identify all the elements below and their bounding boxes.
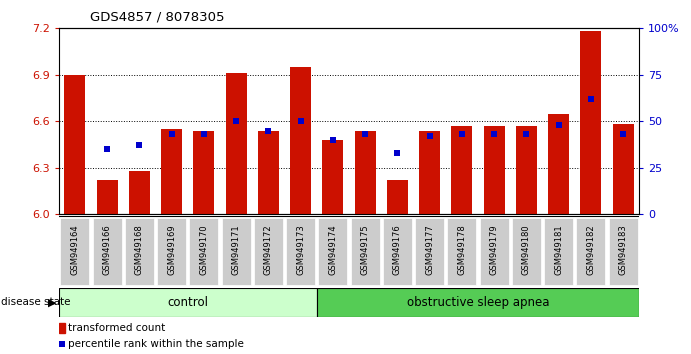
- Text: GSM949175: GSM949175: [361, 224, 370, 275]
- Bar: [129, 171, 150, 214]
- FancyBboxPatch shape: [383, 218, 412, 285]
- Text: GSM949181: GSM949181: [554, 224, 563, 275]
- Bar: [316, 288, 639, 317]
- FancyBboxPatch shape: [319, 218, 348, 285]
- Text: GSM949182: GSM949182: [586, 224, 596, 275]
- Text: control: control: [167, 296, 208, 309]
- Bar: [419, 131, 440, 214]
- Bar: [387, 180, 408, 214]
- Text: GSM949180: GSM949180: [522, 224, 531, 275]
- FancyBboxPatch shape: [512, 218, 541, 285]
- Text: GSM949164: GSM949164: [70, 224, 79, 275]
- FancyBboxPatch shape: [544, 218, 573, 285]
- FancyBboxPatch shape: [286, 218, 315, 285]
- Text: GSM949174: GSM949174: [328, 224, 337, 275]
- FancyBboxPatch shape: [254, 218, 283, 285]
- Text: GSM949172: GSM949172: [264, 224, 273, 275]
- FancyBboxPatch shape: [125, 218, 154, 285]
- Text: obstructive sleep apnea: obstructive sleep apnea: [407, 296, 549, 309]
- Text: GSM949166: GSM949166: [102, 224, 112, 275]
- Bar: [484, 126, 504, 214]
- Bar: [59, 288, 316, 317]
- Text: GSM949177: GSM949177: [425, 224, 434, 275]
- Bar: [193, 131, 214, 214]
- Text: GDS4857 / 8078305: GDS4857 / 8078305: [90, 11, 225, 24]
- Text: disease state: disease state: [1, 297, 71, 307]
- Bar: [451, 126, 472, 214]
- Bar: [580, 32, 601, 214]
- Bar: [548, 114, 569, 214]
- Text: ▶: ▶: [48, 297, 57, 307]
- Bar: [225, 73, 247, 214]
- Text: GSM949173: GSM949173: [296, 224, 305, 275]
- Text: transformed count: transformed count: [68, 323, 165, 333]
- FancyBboxPatch shape: [157, 218, 186, 285]
- Bar: [161, 129, 182, 214]
- Text: GSM949179: GSM949179: [489, 224, 499, 275]
- Bar: [322, 140, 343, 214]
- FancyBboxPatch shape: [415, 218, 444, 285]
- FancyBboxPatch shape: [480, 218, 509, 285]
- FancyBboxPatch shape: [189, 218, 218, 285]
- Bar: [258, 131, 278, 214]
- FancyBboxPatch shape: [576, 218, 605, 285]
- Bar: [612, 124, 634, 214]
- Bar: [290, 67, 311, 214]
- Bar: [354, 131, 376, 214]
- Text: percentile rank within the sample: percentile rank within the sample: [68, 339, 244, 349]
- FancyBboxPatch shape: [609, 218, 638, 285]
- FancyBboxPatch shape: [447, 218, 476, 285]
- Bar: [64, 75, 86, 214]
- Text: GSM949176: GSM949176: [392, 224, 402, 275]
- FancyBboxPatch shape: [222, 218, 251, 285]
- Bar: [59, 323, 65, 333]
- Text: GSM949170: GSM949170: [199, 224, 209, 275]
- Text: GSM949183: GSM949183: [618, 224, 627, 275]
- Text: GSM949169: GSM949169: [167, 224, 176, 275]
- Text: GSM949178: GSM949178: [457, 224, 466, 275]
- Text: GSM949171: GSM949171: [231, 224, 240, 275]
- Text: GSM949168: GSM949168: [135, 224, 144, 275]
- FancyBboxPatch shape: [350, 218, 379, 285]
- FancyBboxPatch shape: [93, 218, 122, 285]
- FancyBboxPatch shape: [60, 218, 89, 285]
- Bar: [515, 126, 537, 214]
- Bar: [97, 180, 117, 214]
